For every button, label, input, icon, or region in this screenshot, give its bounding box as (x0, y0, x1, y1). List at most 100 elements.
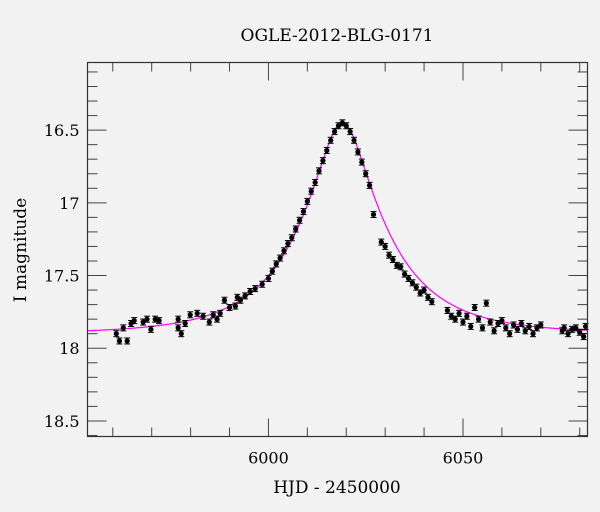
data-point (296, 216, 303, 224)
point-marker (281, 248, 287, 254)
data-point (386, 251, 393, 259)
data-point (448, 312, 455, 320)
point-marker (316, 168, 322, 174)
point-marker (296, 217, 303, 223)
point-marker (417, 290, 423, 296)
data-point (405, 274, 412, 282)
point-marker (116, 338, 123, 344)
point-marker (581, 334, 587, 340)
data-point (277, 254, 284, 262)
point-marker (351, 137, 357, 143)
point-marker (214, 316, 220, 322)
point-marker (328, 137, 334, 143)
x-axis-label: HJD - 2450000 (273, 478, 401, 498)
data-point (200, 312, 207, 320)
data-point (194, 309, 201, 317)
data-point (444, 306, 451, 314)
data-point (237, 296, 244, 304)
y-axis-label: I magnitude (11, 198, 31, 302)
point-marker (452, 316, 458, 322)
point-marker (308, 188, 314, 194)
point-marker (398, 264, 404, 270)
data-point (116, 337, 123, 345)
data-point (409, 279, 416, 287)
model-curve (87, 122, 588, 332)
data-point (182, 320, 189, 328)
data-point (421, 286, 428, 294)
data-point (537, 321, 544, 329)
data-point (232, 302, 239, 310)
point-marker (421, 287, 427, 293)
data-point (156, 317, 163, 325)
point-marker (124, 338, 130, 344)
data-point (417, 289, 424, 297)
data-point (265, 274, 272, 282)
data-point (175, 324, 182, 332)
data-point (397, 263, 404, 271)
data-point (370, 210, 377, 218)
data-point (358, 158, 365, 166)
point-marker (335, 123, 342, 129)
y-tick-label: 17.5 (44, 267, 80, 286)
point-marker (242, 293, 248, 299)
data-point (362, 170, 369, 178)
point-marker (413, 284, 419, 290)
point-marker (187, 312, 193, 318)
data-point (124, 337, 131, 345)
point-marker (582, 323, 589, 330)
data-point (479, 324, 486, 332)
data-point (467, 322, 474, 330)
point-marker (252, 286, 258, 292)
data-point (292, 225, 299, 233)
point-marker (259, 281, 265, 287)
data-point (178, 330, 185, 338)
point-marker (144, 316, 150, 322)
point-marker (113, 331, 119, 337)
point-marker (561, 325, 567, 331)
point-marker (475, 316, 482, 322)
point-marker (178, 331, 184, 337)
data-point (498, 317, 505, 325)
data-point (366, 181, 373, 189)
data-point (343, 122, 350, 130)
data-point (526, 322, 533, 330)
data-point (335, 122, 342, 130)
data-point (288, 234, 295, 242)
point-marker (131, 318, 137, 324)
point-marker (300, 208, 307, 215)
point-marker (472, 304, 478, 311)
point-marker (390, 256, 396, 263)
y-tick-label: 18.5 (44, 412, 80, 431)
data-point (351, 136, 358, 144)
point-marker (448, 313, 454, 319)
data-point (487, 318, 494, 326)
point-marker (456, 310, 462, 316)
y-tick-label: 17 (59, 194, 79, 213)
data-point (514, 325, 521, 333)
point-marker (370, 211, 377, 218)
data-point (561, 324, 568, 332)
data-point (495, 320, 502, 328)
data-point (206, 318, 213, 326)
data-point (247, 288, 254, 296)
point-marker (140, 319, 146, 325)
data-point (506, 330, 513, 338)
point-marker (460, 319, 466, 325)
data-point (522, 327, 529, 335)
point-marker (237, 297, 244, 303)
data-point (269, 267, 276, 275)
point-marker (175, 316, 181, 322)
data-point (463, 312, 470, 320)
point-marker (538, 322, 544, 328)
data-point (312, 178, 319, 186)
data-point (316, 167, 323, 175)
point-marker (507, 331, 513, 337)
point-marker (483, 300, 489, 306)
point-marker (285, 240, 291, 247)
point-marker (182, 320, 188, 327)
point-marker (343, 123, 349, 129)
point-marker (464, 313, 470, 319)
data-point (530, 330, 537, 338)
point-marker (468, 323, 474, 330)
